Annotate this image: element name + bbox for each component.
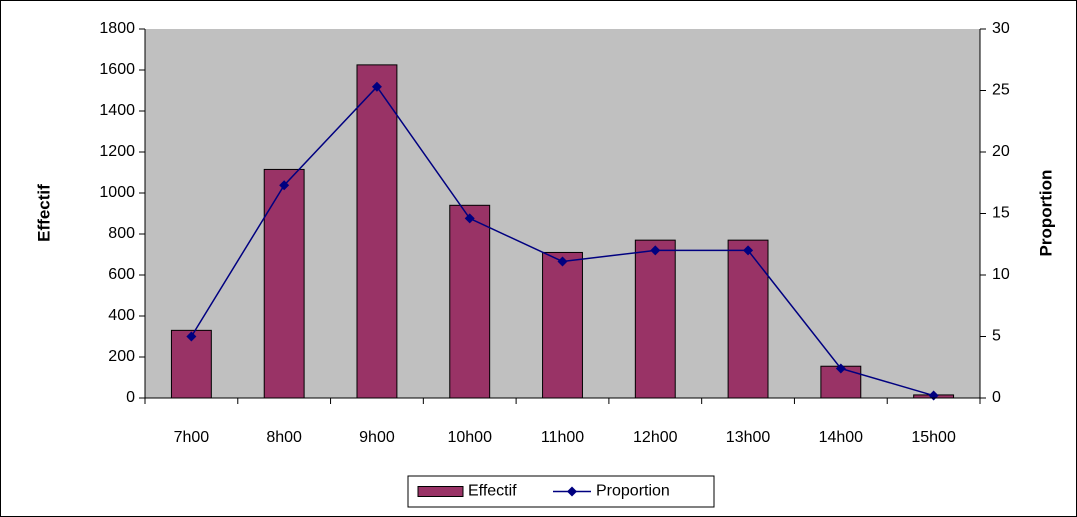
bar <box>263 168 305 399</box>
legend-label: Effectif <box>468 483 517 500</box>
bar <box>449 204 491 399</box>
y-tick-label: 1200 <box>99 143 135 160</box>
y-tick-label: 200 <box>108 348 135 365</box>
legend-swatch <box>417 486 464 497</box>
y2-axis-title: Proportion <box>1036 170 1055 257</box>
bar <box>634 239 676 399</box>
line-marker <box>557 256 568 267</box>
x-tick-label: 9h00 <box>359 429 395 446</box>
x-tick-label: 8h00 <box>266 429 302 446</box>
line-marker <box>743 245 754 256</box>
y-tick-label: 1600 <box>99 61 135 78</box>
legend-marker <box>567 486 577 497</box>
y2-tick-label: 20 <box>992 143 1010 160</box>
y2-tick-label: 10 <box>992 266 1010 283</box>
y-tick-label: 1000 <box>99 184 135 201</box>
y-tick-label: 0 <box>126 389 135 406</box>
y2-tick-label: 5 <box>992 328 1001 345</box>
y2-tick-label: 15 <box>992 205 1010 222</box>
line-marker <box>835 363 846 374</box>
bar <box>356 64 398 399</box>
y2-tick-label: 0 <box>992 389 1001 406</box>
bar <box>170 329 212 399</box>
y-tick-label: 800 <box>108 225 135 242</box>
line-marker <box>371 81 382 92</box>
x-tick-label: 12h00 <box>633 429 678 446</box>
y-tick-label: 600 <box>108 266 135 283</box>
x-tick-label: 11h00 <box>541 429 584 446</box>
y-tick-label: 1400 <box>99 102 135 119</box>
x-tick-label: 13h00 <box>726 429 771 446</box>
y-tick-label: 1800 <box>99 20 135 37</box>
bar <box>542 251 583 399</box>
line-marker <box>279 180 290 191</box>
y-tick-label: 400 <box>108 307 135 324</box>
line-marker <box>650 245 661 256</box>
line-marker <box>186 331 197 342</box>
x-tick-label: 14h00 <box>819 429 864 446</box>
legend-label: Proportion <box>596 483 670 500</box>
y-axis-title: Effectif <box>34 184 53 242</box>
y2-tick-label: 30 <box>992 20 1010 37</box>
y2-tick-label: 25 <box>992 82 1010 99</box>
bar <box>727 239 769 399</box>
x-tick-label: 10h00 <box>447 429 492 446</box>
x-tick-label: 15h00 <box>911 429 956 446</box>
x-tick-label: 7h00 <box>174 429 210 446</box>
line-marker <box>464 213 475 224</box>
